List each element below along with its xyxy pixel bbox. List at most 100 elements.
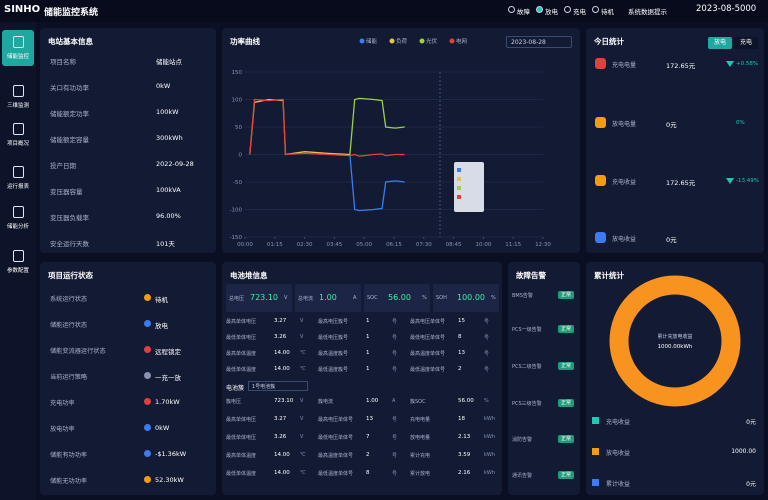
mode-label[interactable]: 放电	[545, 8, 558, 16]
alarm-label: PCS二级告警	[512, 364, 542, 370]
tab[interactable]: 充电	[734, 37, 758, 49]
cell-label: 簇电压	[226, 399, 242, 405]
x-tick-label: 01:15	[267, 242, 283, 248]
panel-title: 今日统计	[594, 37, 624, 46]
cell-unit: 号	[392, 367, 398, 373]
nav-item[interactable]: 运行报表	[2, 160, 34, 196]
cell-unit: kWh	[484, 452, 496, 458]
status-dot	[144, 372, 151, 379]
metric-value: 100.00	[457, 293, 485, 302]
cell-label: 累计放电	[410, 471, 431, 477]
stat-icon	[595, 175, 606, 186]
donut-ring	[609, 275, 741, 407]
stat-label: 放电收益	[612, 236, 637, 243]
mode-label[interactable]: 故障	[517, 8, 530, 16]
legend-value: 0元	[746, 419, 756, 426]
cell-value: 3.26	[274, 434, 287, 440]
nav-item[interactable]: 储能监控	[2, 30, 34, 66]
info-value: 300kWh	[156, 134, 183, 142]
mode-label[interactable]: 充电	[573, 8, 586, 16]
nav-icon	[13, 123, 24, 135]
metric-value: 1.00	[319, 293, 337, 302]
cell-value: 14.00	[274, 452, 290, 458]
info-value: 储能站点	[156, 58, 182, 66]
cell-unit: 号	[392, 335, 398, 341]
status-value: 52.30kW	[155, 476, 184, 484]
cell-label: 簇SOC	[410, 399, 426, 405]
app-title: 储能监控系统	[44, 8, 99, 18]
cell-unit: 号	[392, 319, 398, 325]
cell-unit: 号	[392, 453, 398, 459]
series-line	[249, 98, 405, 157]
status-dot	[144, 294, 151, 301]
alarm-badge: 正常	[558, 362, 574, 370]
cell-label: 最高电压簇号	[318, 319, 349, 325]
legend-label: 充电收益	[606, 419, 631, 426]
cell-value: 56.00	[458, 398, 474, 404]
legend-label: 放电收益	[606, 450, 631, 457]
metric-label: SOC	[367, 295, 378, 301]
cluster-label: 电池簇	[226, 385, 245, 392]
date-picker[interactable]: 2023-08-28	[506, 36, 572, 48]
metric-box: SOC 56.00%	[364, 284, 430, 312]
cell-value: 7	[366, 434, 370, 440]
status-dot	[144, 320, 151, 327]
panel-title: 项目运行状态	[48, 271, 93, 280]
status-dot	[144, 346, 151, 353]
cell-unit: V	[300, 318, 304, 324]
mode-radio[interactable]	[508, 6, 515, 13]
status-dot	[144, 450, 151, 457]
stat-value: 172.65元	[666, 179, 696, 187]
legend-swatch	[592, 448, 599, 455]
nav-item[interactable]: 储能分析	[2, 200, 34, 236]
logo: SINHO	[4, 4, 41, 15]
cell-value: 3.59	[458, 452, 471, 458]
cluster-select[interactable]: 1号电池簇	[248, 381, 308, 391]
cell-value: 8	[366, 470, 370, 476]
cell-value: 13	[366, 416, 373, 422]
cell-label: 放电电量	[410, 435, 431, 441]
nav-item[interactable]: 参数配置	[2, 244, 34, 280]
status-label: 储能无功功率	[50, 478, 88, 485]
cell-unit: 号	[484, 319, 490, 325]
nav-label[interactable]: 储能监控	[6, 54, 29, 60]
info-label: 储能额定容量	[50, 136, 89, 144]
nav-label[interactable]: 项目概况	[6, 141, 29, 147]
stat-icon	[595, 58, 606, 69]
x-tick-label: 06:15	[386, 242, 402, 248]
status-value: 放电	[155, 322, 168, 330]
mode-label[interactable]: 待机	[601, 8, 614, 16]
info-value: 100kVA	[156, 186, 181, 194]
cell-label: 最高温度单体号	[410, 351, 446, 357]
cell-label: 最低电压单体号	[410, 335, 446, 341]
notice[interactable]: 系统数据提示	[628, 8, 667, 16]
x-tick-label: 08:45	[446, 242, 462, 248]
status-label: 储能变流器运行状态	[50, 348, 106, 355]
cell-value: 8	[458, 334, 462, 340]
mode-radio[interactable]	[592, 6, 599, 13]
nav-label[interactable]: 运行报表	[6, 184, 29, 190]
mode-radio[interactable]	[564, 6, 571, 13]
status-dot	[144, 424, 151, 431]
cell-unit: ℃	[300, 452, 306, 458]
cell-label: 最低温度单体号	[318, 471, 354, 477]
mode-radio[interactable]	[536, 6, 543, 13]
nav-icon	[13, 206, 24, 218]
stat-value: 0元	[666, 236, 677, 244]
info-label: 变压器负载率	[50, 214, 89, 222]
alarm-label: BMS告警	[512, 293, 533, 299]
cell-value: 723.10	[274, 398, 294, 404]
cell-unit: kWh	[484, 416, 496, 422]
nav-label[interactable]: 三维监测	[6, 103, 29, 109]
nav-item[interactable]: 项目概况	[2, 117, 34, 153]
nav-label[interactable]: 参数配置	[6, 268, 29, 274]
panel-title: 累计统计	[594, 271, 624, 280]
tab[interactable]: 放电	[708, 37, 732, 49]
nav-label[interactable]: 储能分析	[6, 224, 29, 230]
x-tick-label: 05:00	[356, 242, 372, 248]
nav-item[interactable]: 三维监测	[2, 79, 34, 115]
cell-label: 最高单体温度	[226, 453, 257, 459]
cell-label: 最低单体电压	[226, 335, 257, 341]
stat-change: 0%	[736, 120, 745, 126]
